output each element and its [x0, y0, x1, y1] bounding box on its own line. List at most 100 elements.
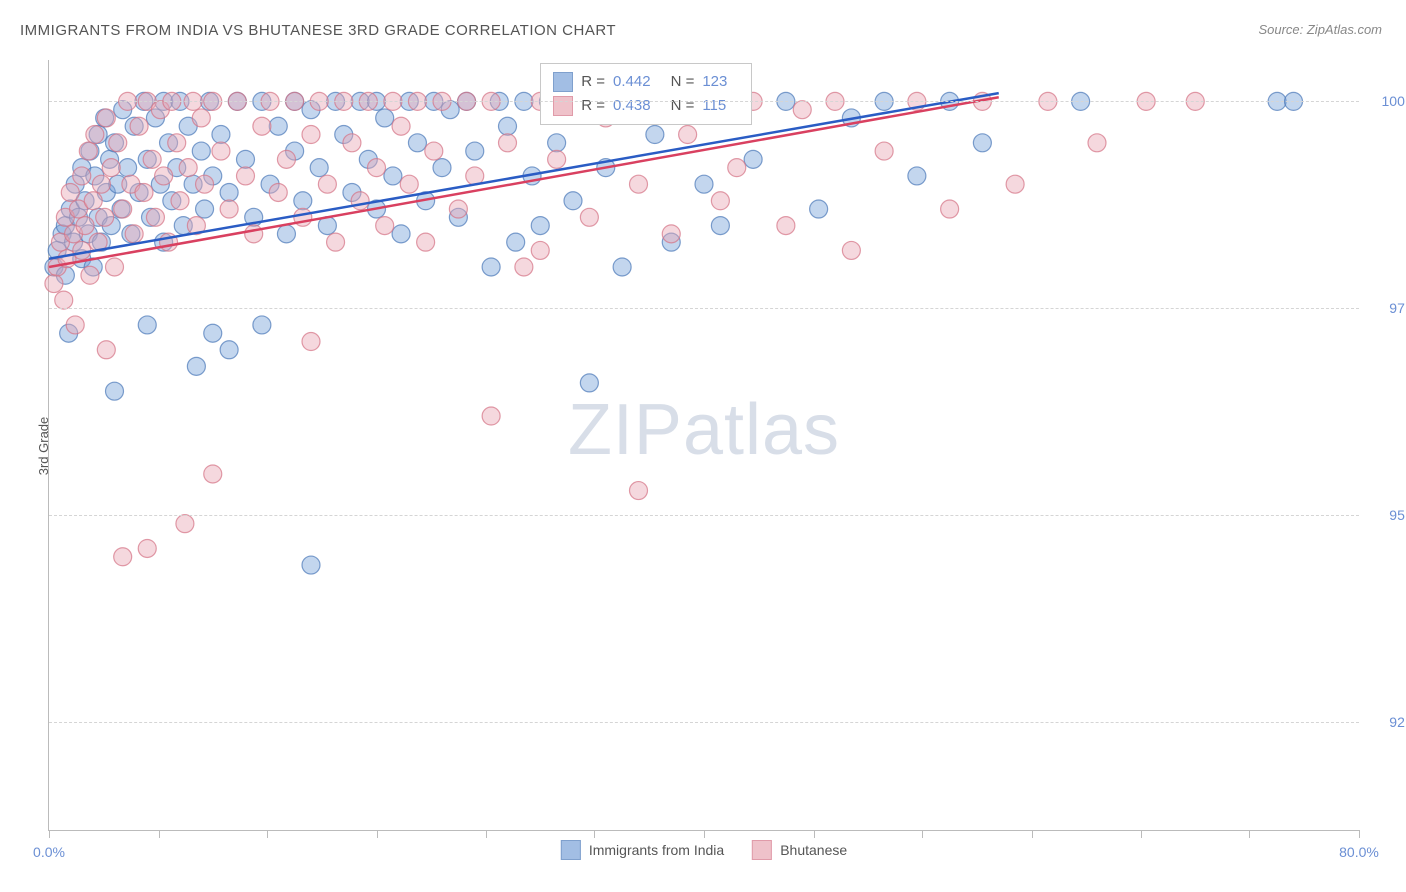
- scatter-point: [646, 126, 664, 144]
- scatter-point: [253, 117, 271, 135]
- scatter-point: [220, 200, 238, 218]
- scatter-point: [97, 109, 115, 127]
- scatter-point: [135, 183, 153, 201]
- scatter-point: [1006, 175, 1024, 193]
- scatter-point: [613, 258, 631, 276]
- scatter-point: [842, 241, 860, 259]
- scatter-point: [392, 225, 410, 243]
- scatter-point: [499, 134, 517, 152]
- scatter-point: [86, 126, 104, 144]
- scatter-point: [1088, 134, 1106, 152]
- ytick-label: 97.5%: [1369, 300, 1406, 316]
- scatter-point: [97, 341, 115, 359]
- scatter-point: [630, 175, 648, 193]
- scatter-point: [269, 117, 287, 135]
- scatter-point: [368, 159, 386, 177]
- scatter-point: [79, 142, 97, 160]
- xtick: [594, 830, 595, 838]
- gridline: [49, 722, 1359, 723]
- r-label: R =: [581, 70, 605, 94]
- scatter-point: [482, 258, 500, 276]
- scatter-point: [662, 225, 680, 243]
- xtick: [1141, 830, 1142, 838]
- scatter-point: [327, 233, 345, 251]
- scatter-point: [277, 225, 295, 243]
- scatter-point: [119, 159, 137, 177]
- scatter-point: [277, 150, 295, 168]
- correlation-legend: R =0.442N =123R =0.438N =115: [540, 63, 752, 125]
- scatter-point: [351, 192, 369, 210]
- scatter-point: [810, 200, 828, 218]
- scatter-point: [466, 142, 484, 160]
- scatter-point: [220, 341, 238, 359]
- scatter-point: [294, 192, 312, 210]
- xtick: [1032, 830, 1033, 838]
- r-value: 0.442: [613, 70, 651, 94]
- scatter-point: [908, 167, 926, 185]
- scatter-point: [482, 407, 500, 425]
- scatter-point: [302, 333, 320, 351]
- legend-stat-row: R =0.442N =123: [553, 70, 739, 94]
- scatter-point: [179, 159, 197, 177]
- scatter-point: [204, 324, 222, 342]
- xtick: [1359, 830, 1360, 838]
- xtick: [486, 830, 487, 838]
- scatter-point: [433, 159, 451, 177]
- scatter-point: [973, 134, 991, 152]
- legend-swatch: [553, 96, 573, 116]
- xtick: [922, 830, 923, 838]
- scatter-point: [92, 175, 110, 193]
- scatter-point: [76, 217, 94, 235]
- scatter-point: [580, 374, 598, 392]
- r-label: R =: [581, 94, 605, 118]
- xtick-label: 80.0%: [1339, 844, 1379, 860]
- gridline: [49, 515, 1359, 516]
- legend-series-name: Bhutanese: [780, 842, 847, 858]
- scatter-point: [392, 117, 410, 135]
- xtick: [704, 830, 705, 838]
- scatter-point: [425, 142, 443, 160]
- scatter-point: [417, 233, 435, 251]
- scatter-point: [73, 167, 91, 185]
- scatter-point: [744, 150, 762, 168]
- scatter-point: [531, 217, 549, 235]
- series-legend: Immigrants from India Bhutanese: [561, 840, 847, 860]
- plot-area: ZIPatlas R =0.442N =123R =0.438N =115 Im…: [48, 60, 1359, 831]
- scatter-point: [245, 225, 263, 243]
- scatter-point: [84, 192, 102, 210]
- scatter-point: [548, 134, 566, 152]
- ytick-label: 95.0%: [1369, 507, 1406, 523]
- legend-swatch: [553, 72, 573, 92]
- ytick-label: 92.5%: [1369, 714, 1406, 730]
- scatter-point: [102, 159, 120, 177]
- gridline: [49, 101, 1359, 102]
- scatter-point: [61, 183, 79, 201]
- scatter-point: [531, 241, 549, 259]
- scatter-point: [564, 192, 582, 210]
- scatter-point: [630, 482, 648, 500]
- scatter-point: [212, 142, 230, 160]
- scatter-point: [376, 217, 394, 235]
- scatter-point: [187, 357, 205, 375]
- scatter-point: [793, 101, 811, 119]
- source-attribution: Source: ZipAtlas.com: [1258, 22, 1382, 37]
- scatter-point: [138, 539, 156, 557]
- legend-item: Immigrants from India: [561, 840, 724, 860]
- chart-svg: [49, 60, 1359, 830]
- scatter-point: [237, 150, 255, 168]
- scatter-point: [73, 241, 91, 259]
- xtick-label: 0.0%: [33, 844, 65, 860]
- n-label: N =: [671, 94, 695, 118]
- xtick: [267, 830, 268, 838]
- scatter-point: [515, 258, 533, 276]
- scatter-point: [66, 316, 84, 334]
- scatter-point: [45, 275, 63, 293]
- scatter-point: [196, 200, 214, 218]
- scatter-point: [155, 167, 173, 185]
- scatter-point: [220, 183, 238, 201]
- n-label: N =: [671, 70, 695, 94]
- scatter-point: [81, 266, 99, 284]
- scatter-point: [580, 208, 598, 226]
- chart-title: IMMIGRANTS FROM INDIA VS BHUTANESE 3RD G…: [20, 22, 616, 39]
- scatter-point: [237, 167, 255, 185]
